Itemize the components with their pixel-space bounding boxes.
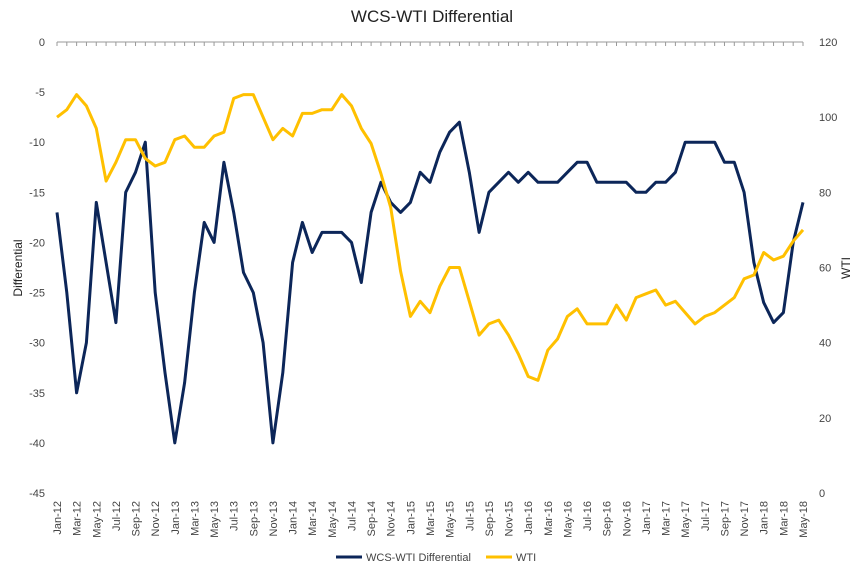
x-tick-label: Sep-16 [602,501,614,536]
x-tick-label: Nov-13 [268,501,280,536]
x-tick-label: Mar-15 [425,501,437,536]
y2-tick-label: 120 [819,37,837,49]
x-tick-label: Nov-15 [504,501,516,536]
x-tick-label: May-14 [327,501,339,538]
y2-tick-label: 80 [819,187,831,199]
y-tick-label: -25 [29,288,45,300]
x-tick-label: May-17 [680,501,692,538]
x-tick-label: Nov-12 [150,501,162,536]
line-series [56,93,805,382]
y2-tick-label: 60 [819,263,831,275]
y-tick-label: -20 [29,237,45,249]
line-series [55,120,805,445]
x-tick-label: Jul-15 [464,501,476,531]
x-tick-label: May-18 [798,501,810,538]
chart-title: WCS-WTI Differential [351,7,513,26]
y2-tick-label: 100 [819,112,837,124]
x-tick-label: Sep-14 [366,501,378,536]
x-tick-label: Jul-13 [229,501,241,531]
x-tick-label: Jul-14 [346,501,358,531]
x-tick-label: Sep-17 [719,501,731,536]
y2-tick-label: 20 [819,413,831,425]
y2-axis-label: WTI [839,257,853,279]
y-tick-label: -10 [29,137,45,149]
x-tick-label: Jan-14 [288,501,300,535]
x-tick-label: May-13 [209,501,221,538]
x-tick-label: Nov-16 [621,501,633,536]
x-tick-label: May-12 [91,501,103,538]
x-tick-label: Mar-12 [72,501,84,536]
x-tick-label: Jan-12 [52,501,64,535]
y-tick-label: 0 [39,37,45,49]
y-tick-label: -35 [29,388,45,400]
x-tick-label: Jul-17 [700,501,712,531]
x-tick-label: Sep-15 [484,501,496,536]
x-tick-label: Mar-17 [661,501,673,536]
x-tick-label: Nov-14 [386,501,398,536]
x-tick-label: May-15 [445,501,457,538]
y-tick-label: -40 [29,438,45,450]
legend-label: WTI [516,552,536,564]
y2-tick-label: 0 [819,488,825,500]
x-tick-label: Nov-17 [739,501,751,536]
x-tick-label: Jan-18 [759,501,771,535]
y-tick-label: -45 [29,488,45,500]
y-tick-label: -5 [35,87,45,99]
x-tick-label: May-16 [562,501,574,538]
x-tick-label: Jul-16 [582,501,594,531]
y-tick-label: -15 [29,187,45,199]
x-tick-label: Jan-17 [641,501,653,535]
y-tick-label: -30 [29,338,45,350]
x-tick-label: Sep-12 [131,501,143,536]
x-tick-label: Mar-16 [543,501,555,536]
x-tick-label: Mar-14 [307,501,319,536]
y2-tick-label: 40 [819,338,831,350]
legend-label: WCS-WTI Differential [366,552,471,564]
x-tick-label: Jan-13 [170,501,182,535]
x-tick-label: Jan-16 [523,501,535,535]
x-tick-label: Mar-13 [189,501,201,536]
y-axis-label: Differential [11,239,25,296]
x-tick-label: Jul-12 [111,501,123,531]
x-tick-label: Jan-15 [405,501,417,535]
x-tick-label: Mar-18 [778,501,790,536]
x-tick-label: Sep-13 [248,501,260,536]
